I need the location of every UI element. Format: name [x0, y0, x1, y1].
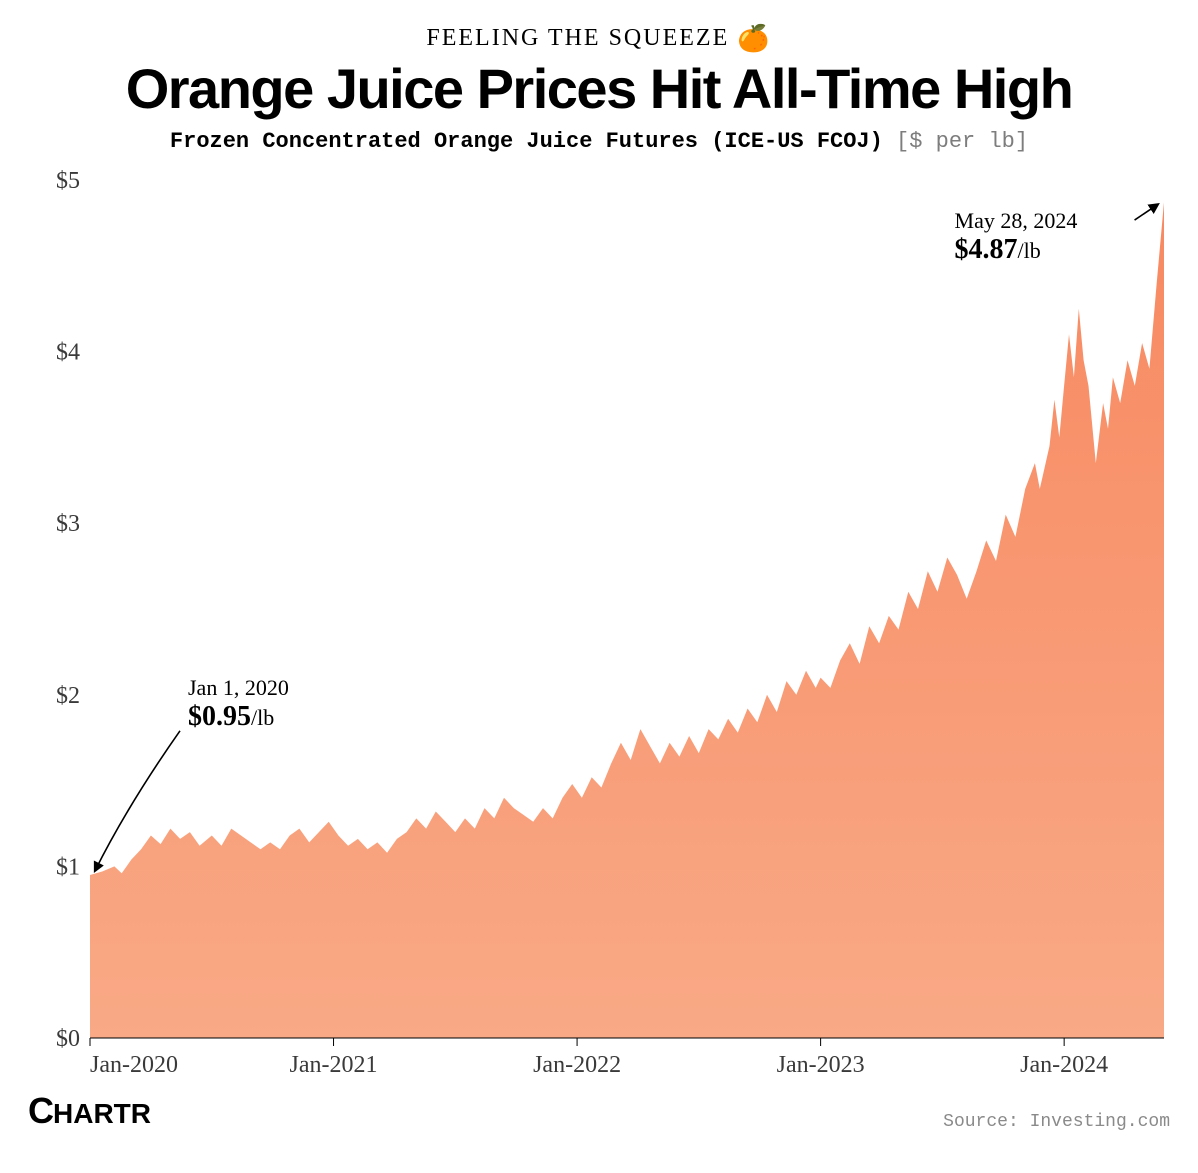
logo-rest: HARTR	[53, 1098, 151, 1129]
x-tick-label: Jan-2022	[533, 1052, 621, 1078]
subtitle-line: Frozen Concentrated Orange Juice Futures…	[28, 129, 1170, 154]
logo-letter-c: C	[28, 1090, 53, 1131]
area-fill	[90, 202, 1164, 1038]
y-tick-label: $0	[56, 1026, 80, 1052]
footer: CHARTR Source: Investing.com	[28, 1090, 1170, 1132]
annotation-end-arrow	[1135, 204, 1158, 220]
annotation-start-date: Jan 1, 2020	[188, 675, 289, 700]
unit-label: [$ per lb]	[896, 129, 1028, 154]
x-tick-label: Jan-2020	[90, 1052, 178, 1078]
y-tick-label: $2	[56, 683, 80, 709]
source-credit: Source: Investing.com	[943, 1112, 1170, 1132]
chart-container: $0 $1 $2 $3 $4 $5 Jan-2020 Jan-2021 Jan-2022 Jan-…	[28, 168, 1170, 1088]
chartr-logo: CHARTR	[28, 1090, 151, 1132]
y-tick-label: $3	[56, 511, 80, 537]
x-tick-label: Jan-2023	[777, 1052, 865, 1078]
y-tick-label: $1	[56, 854, 80, 880]
headline: Orange Juice Prices Hit All-Time High	[28, 60, 1170, 119]
annotation-end-date: May 28, 2024	[955, 208, 1078, 233]
x-tick-label: Jan-2024	[1020, 1052, 1108, 1078]
page: FEELING THE SQUEEZE 🍊 Orange Juice Price…	[0, 0, 1198, 1173]
kicker-text: FEELING THE SQUEEZE	[426, 25, 729, 51]
orange-emoji-icon: 🍊	[737, 24, 771, 53]
area-chart: $0 $1 $2 $3 $4 $5 Jan-2020 Jan-2021 Jan-2022 Jan-…	[28, 168, 1170, 1088]
y-tick-label: $5	[56, 168, 80, 194]
annotation-start-price: $0.95/lb	[188, 701, 274, 732]
annotation-end-price: $4.87/lb	[955, 234, 1041, 265]
kicker-line: FEELING THE SQUEEZE 🍊	[28, 24, 1170, 54]
y-tick-label: $4	[56, 339, 80, 365]
subtitle-text: Frozen Concentrated Orange Juice Futures…	[170, 129, 883, 154]
x-tick-label: Jan-2021	[290, 1052, 378, 1078]
